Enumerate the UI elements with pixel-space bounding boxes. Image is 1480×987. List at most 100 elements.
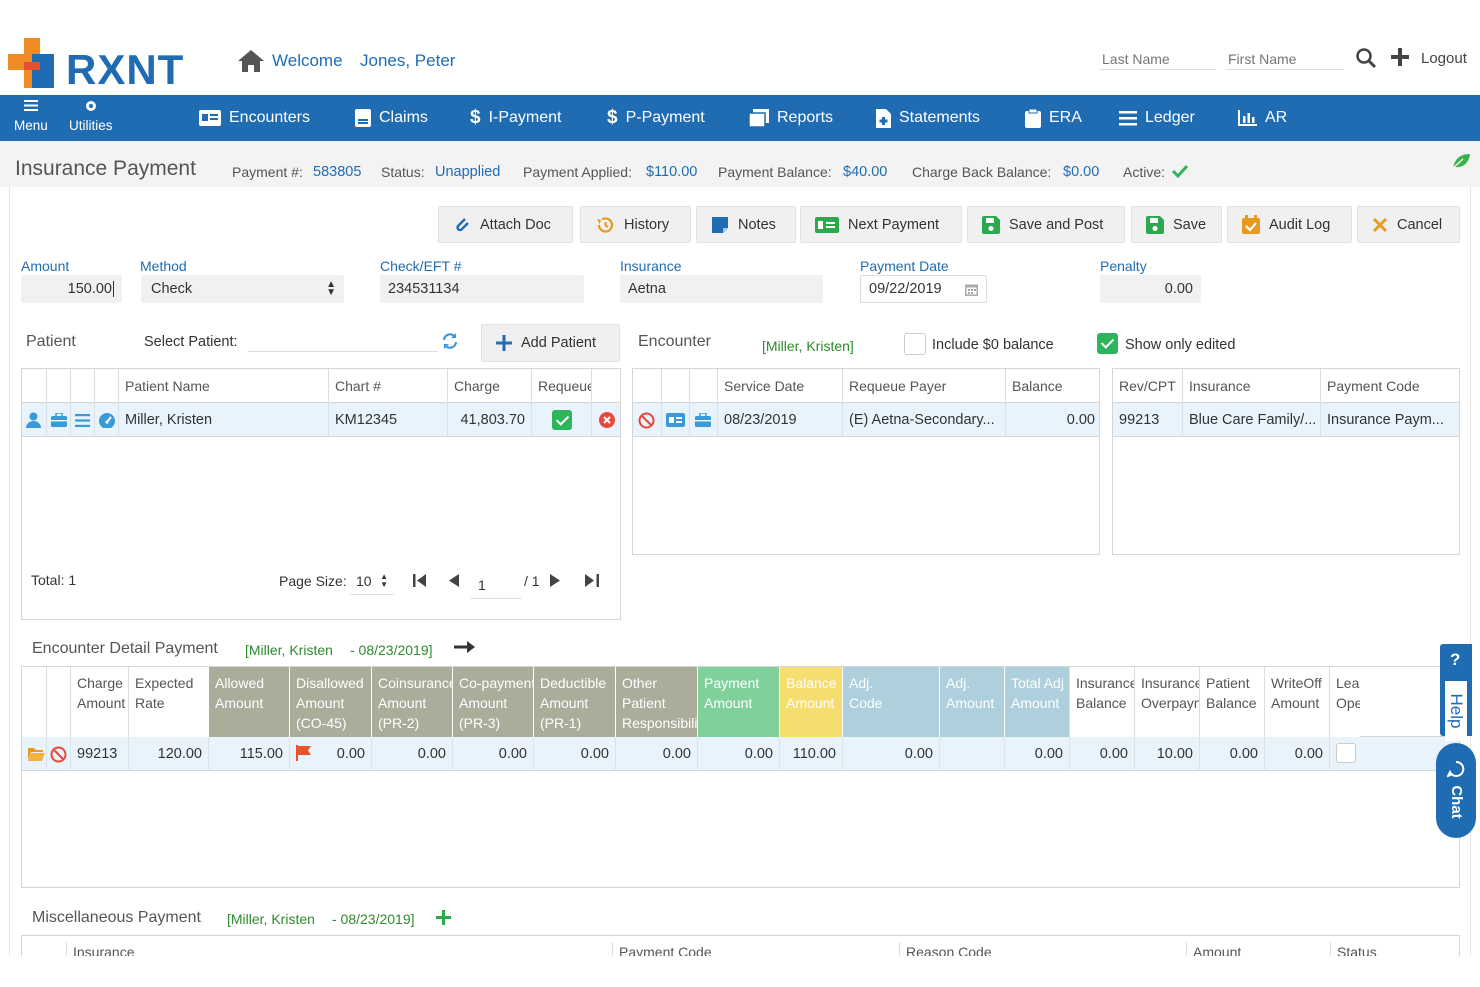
folder-icon[interactable] — [22, 737, 46, 771]
nav-claims[interactable]: Claims — [355, 95, 428, 141]
col-adj-[interactable]: Adj. Code — [842, 667, 939, 737]
rxnt-logo[interactable]: RXNT — [8, 38, 198, 93]
page-number-input[interactable]: 1 — [470, 569, 522, 599]
nav-menu[interactable]: Menu — [14, 99, 48, 133]
logout-link[interactable]: Logout — [1421, 50, 1467, 67]
col-other[interactable]: Other Patient Responsibility — [615, 667, 697, 737]
save-button[interactable]: Save — [1131, 206, 1222, 243]
col-coinsurance[interactable]: Coinsurance Amount (PR-2) — [371, 667, 452, 737]
search-icon[interactable] — [1355, 47, 1377, 69]
col-allowed[interactable]: Allowed Amount — [208, 667, 289, 737]
select-patient-input[interactable] — [248, 330, 438, 352]
last-page-icon[interactable] — [585, 574, 599, 587]
detail-cell-adj-[interactable] — [939, 737, 1004, 771]
first-page-icon[interactable] — [413, 574, 427, 587]
col-expected[interactable]: Expected Rate — [128, 667, 208, 737]
last-name-input[interactable] — [1100, 48, 1216, 70]
add-misc-icon[interactable] — [436, 910, 451, 925]
attach-doc-button[interactable]: Attach Doc — [438, 206, 573, 243]
col-chart[interactable]: Chart # — [328, 369, 447, 403]
calendar-icon[interactable] — [965, 283, 978, 296]
nav-encounters[interactable]: Encounters — [199, 95, 310, 141]
col-misc-reason-code[interactable]: Reason Code — [899, 942, 1186, 956]
next-payment-button[interactable]: Next Payment — [800, 206, 962, 243]
detail-cell-allowed[interactable]: 115.00 — [208, 737, 289, 771]
amount-input[interactable]: 150.00 — [21, 275, 122, 303]
show-edited-checkbox[interactable] — [1097, 333, 1118, 357]
previous-page-icon[interactable] — [448, 574, 459, 587]
col-insurance[interactable]: Insurance — [1182, 369, 1320, 403]
col-misc-payment-code[interactable]: Payment Code — [612, 942, 899, 956]
lease-open-toggle[interactable] — [1336, 743, 1356, 763]
next-page-icon[interactable] — [550, 574, 561, 587]
home-icon[interactable] — [236, 48, 266, 74]
col-misc-amount[interactable]: Amount — [1186, 942, 1330, 956]
cancel-button[interactable]: Cancel — [1357, 206, 1460, 243]
col-disallowed[interactable]: Disallowed Amount (CO-45) — [289, 667, 371, 737]
help-tab[interactable]: ? Help — [1440, 644, 1472, 741]
detail-cell-balance[interactable]: 110.00 — [779, 737, 842, 771]
requeue-checkbox[interactable] — [531, 403, 591, 437]
first-name-input[interactable] — [1226, 48, 1344, 70]
detail-cell-co-payment[interactable]: 0.00 — [452, 737, 533, 771]
nav-ar[interactable]: AR — [1238, 95, 1287, 141]
arrow-right-icon[interactable] — [454, 641, 475, 653]
col-payment[interactable]: Payment Amount — [697, 667, 779, 737]
list-icon[interactable] — [70, 403, 94, 437]
history-button[interactable]: History — [580, 206, 691, 243]
detail-cell-disallowed[interactable]: 0.00 — [289, 737, 371, 771]
user-name[interactable]: Jones, Peter — [360, 51, 456, 70]
audit-log-button[interactable]: Audit Log — [1227, 206, 1352, 243]
col-misc-insurance[interactable]: Insurance — [66, 942, 612, 956]
table-row[interactable]: 99213 Blue Care Family/... Insurance Pay… — [1113, 403, 1459, 437]
page-size-select[interactable]: 10 ▲ ▼ — [350, 567, 394, 595]
add-icon[interactable] — [1390, 47, 1410, 67]
dashboard-icon[interactable] — [94, 403, 118, 437]
col-insurance[interactable]: Insurance Balance — [1069, 667, 1134, 737]
col-writeoff[interactable]: WriteOff Amount — [1264, 667, 1329, 737]
col-charge[interactable]: Charge Amount — [70, 667, 128, 737]
col-patient[interactable]: Patient Balance — [1199, 667, 1264, 737]
col-payment-code[interactable]: Payment Code — [1320, 369, 1461, 403]
remove-patient-icon[interactable] — [591, 403, 622, 437]
nav-reports[interactable]: Reports — [749, 95, 833, 141]
method-select[interactable]: Check ▲ ▼ — [141, 275, 344, 303]
col-service-date[interactable]: Service Date — [717, 369, 842, 403]
detail-cell-payment[interactable]: 0.00 — [697, 737, 779, 771]
block-icon[interactable] — [633, 403, 661, 437]
col-patient-name[interactable]: Patient Name — [118, 369, 328, 403]
col-balance[interactable]: Balance Amount — [779, 667, 842, 737]
briefcase-icon[interactable] — [46, 403, 70, 437]
refresh-icon[interactable] — [441, 332, 459, 350]
check-eft-input[interactable]: 234531134 — [380, 275, 584, 303]
briefcase-icon[interactable] — [689, 403, 717, 437]
add-patient-button[interactable]: Add Patient — [481, 324, 620, 362]
save-and-post-button[interactable]: Save and Post — [967, 206, 1125, 243]
nav-era[interactable]: ERA — [1025, 95, 1082, 141]
col-insurance[interactable]: Insurance Overpayment — [1134, 667, 1199, 737]
nav-i-payment[interactable]: $ I-Payment — [470, 95, 562, 141]
flag-icon[interactable] — [296, 745, 312, 761]
col-requeue[interactable]: Requeue — [531, 369, 591, 403]
col-lea[interactable]: Lea Ope — [1329, 667, 1360, 737]
col-charge[interactable]: Charge — [447, 369, 531, 403]
col-co-payment[interactable]: Co-payment Amount (PR-3) — [452, 667, 533, 737]
col-deductible[interactable]: Deductible Amount (PR-1) — [533, 667, 615, 737]
table-row[interactable]: Miller, Kristen KM12345 41,803.70 — [22, 403, 620, 437]
nav-ledger[interactable]: Ledger — [1119, 95, 1195, 141]
col-total-adj[interactable]: Total Adj Amount — [1004, 667, 1069, 737]
block-icon[interactable] — [46, 737, 70, 771]
table-row[interactable]: 99213 120.00 115.00 0.00 0.00 0.00 0.00 0.00 0.0… — [22, 737, 1459, 771]
chat-button[interactable]: Chat — [1436, 743, 1476, 838]
detail-cell-coinsurance[interactable]: 0.00 — [371, 737, 452, 771]
col-requeue-payer[interactable]: Requeue Payer — [842, 369, 1005, 403]
nav-utilities[interactable]: Utilities — [69, 99, 113, 133]
col-rev-cpt[interactable]: Rev/CPT — [1119, 378, 1176, 394]
insurance-input[interactable]: Aetna — [620, 275, 823, 303]
nav-p-payment[interactable]: $ P-Payment — [607, 95, 705, 141]
detail-cell-adj-[interactable]: 0.00 — [842, 737, 939, 771]
user-icon[interactable] — [22, 403, 46, 437]
notes-button[interactable]: Notes — [696, 206, 796, 243]
col-balance[interactable]: Balance — [1005, 369, 1101, 403]
col-adj-[interactable]: Adj. Amount — [939, 667, 1004, 737]
